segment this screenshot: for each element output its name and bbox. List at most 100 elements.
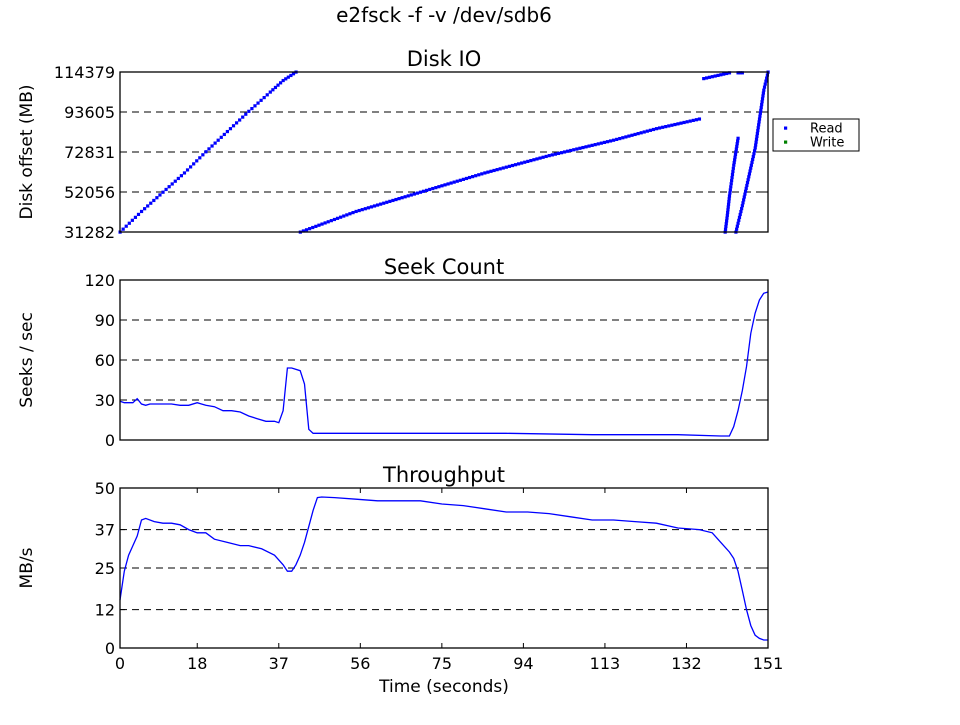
disk-io-read-series-point (379, 202, 383, 206)
disk-io-read-series-point (391, 198, 395, 203)
disk-io-read-series-point (575, 147, 579, 151)
disk-io-read-series-point (685, 120, 689, 124)
disk-io-read-series-point (216, 138, 220, 142)
disk-io-read-series-point (273, 85, 278, 90)
disk-io-read-series-point (198, 156, 202, 160)
disk-io-read-series-point (593, 143, 597, 147)
disk-io-read-series-point (192, 162, 196, 166)
disk-io-read-series-point (385, 200, 389, 204)
disk-io-read-series-point (311, 225, 315, 230)
disk-io-read-series-point (480, 172, 484, 176)
disk-io-read-series-point (750, 160, 754, 164)
disk-io-read-series-point (736, 221, 740, 225)
legend-marker-write (784, 140, 788, 144)
disk-io-read-series-point (520, 161, 524, 165)
disk-io-read-series-point (286, 75, 290, 79)
disk-io-read-series-point (550, 153, 554, 157)
disk-io-read-series-point (222, 132, 226, 137)
disk-io-read-series-point (612, 138, 616, 142)
disk-io-read-series-point (636, 132, 640, 136)
disk-io-read-series-point (176, 176, 180, 181)
disk-io-read-series-point (645, 129, 649, 133)
disk-io-read-series-point (760, 97, 765, 101)
disk-io-read-series-point (590, 143, 594, 147)
disk-io-read-series-point (763, 82, 767, 86)
disk-io-read-series-point (449, 181, 453, 185)
disk-io-y-axis-label: Disk offset (MB) (17, 84, 37, 219)
disk-io-read-series-point (747, 175, 751, 179)
disk-io-read-series-point (136, 212, 141, 217)
disk-io-title: Disk IO (407, 47, 482, 71)
disk-io-read-series-point (139, 209, 144, 214)
disk-io-read-series-point (339, 215, 343, 219)
disk-io-read-series-point (737, 215, 742, 220)
disk-io-read-series-point (736, 71, 740, 75)
disk-io-read-series-point (755, 134, 759, 138)
disk-io-read-series-point (127, 221, 131, 225)
disk-io-read-series-point (421, 189, 426, 193)
disk-io-read-series-point (397, 197, 401, 201)
disk-io-read-series-point (747, 172, 752, 176)
disk-io-read-series-point (661, 125, 665, 129)
disk-io-read-series-point (241, 115, 245, 119)
disk-io-axes-frame (119, 71, 769, 233)
disk-io-read-series-point (121, 227, 125, 231)
disk-io-read-series-point (741, 201, 745, 205)
disk-io-read-series-point (320, 222, 324, 226)
throughput-x-tick-label: 113 (590, 654, 621, 673)
disk-io-read-series-point (357, 208, 361, 213)
disk-io-read-series-point (749, 163, 753, 167)
disk-io-read-series-point (749, 166, 753, 170)
disk-io-read-series-point (354, 209, 358, 214)
disk-io-read-series-point (566, 149, 570, 153)
disk-io-read-series-point (602, 140, 607, 145)
disk-io-read-series-point (739, 209, 743, 214)
disk-io-read-series-point (724, 222, 728, 226)
disk-io-read-series-point (253, 104, 257, 108)
disk-io-read-series-point (742, 198, 746, 202)
disk-io-read-series-point (323, 221, 327, 225)
disk-io-read-series-point (210, 144, 214, 148)
disk-io-read-series-point (734, 150, 738, 154)
disk-io-read-series-point (735, 142, 739, 146)
throughput-y-tick-label: 25 (95, 559, 115, 578)
disk-io-read-series-point (657, 126, 662, 130)
disk-io-read-series-point (733, 158, 737, 162)
disk-io-read-series-point (428, 187, 432, 192)
throughput-axes-frame (119, 487, 769, 649)
disk-io-read-series-point (492, 168, 496, 173)
throughput-x-tick-label: 94 (513, 654, 533, 673)
disk-io-read-series-point (529, 158, 533, 163)
disk-io-read-series-point (761, 94, 765, 98)
disk-io-read-series-point (726, 210, 730, 215)
disk-io-read-series-point (673, 122, 677, 127)
disk-io-read-series-point (271, 88, 275, 92)
disk-io-read-series-point (314, 224, 318, 228)
disk-io-read-series-point (185, 168, 190, 172)
disk-io-read-series-point (372, 204, 377, 208)
disk-io-read-series-point (581, 145, 585, 150)
disk-io-read-series-point (329, 219, 333, 223)
disk-io-read-series-point (155, 196, 159, 200)
disk-io-read-series-point (707, 75, 712, 79)
disk-io-read-series-point (382, 201, 386, 205)
throughput-x-axis-label: Time (seconds) (378, 677, 509, 697)
disk-io-read-series-point (740, 71, 744, 75)
disk-io-read-series-point (342, 214, 346, 218)
disk-io-read-series-point (654, 127, 659, 131)
disk-io-read-series-point (630, 133, 634, 137)
disk-io-read-series-point (627, 134, 631, 138)
throughput-title: Throughput (382, 463, 505, 487)
seek-count-y-tick-label: 60 (95, 351, 115, 370)
disk-io-read-series-point (731, 166, 735, 170)
disk-io-read-series-point (440, 184, 444, 188)
figure-title: e2fsck -f -v /dev/sdb6 (336, 3, 552, 27)
disk-io-read-series-point (418, 190, 423, 194)
disk-io-read-series-point (723, 227, 728, 231)
disk-io-read-series-point (716, 73, 720, 77)
disk-io-read-series-point (507, 164, 511, 168)
disk-io-read-series-point (734, 147, 738, 151)
disk-io-read-series-point (697, 117, 702, 121)
